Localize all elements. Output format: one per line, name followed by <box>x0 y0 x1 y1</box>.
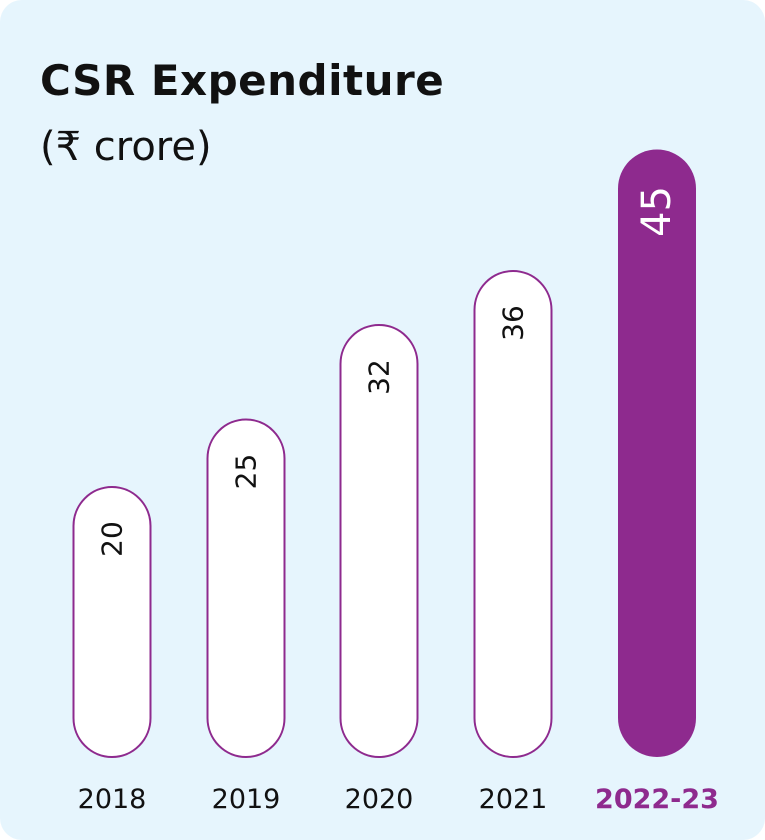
bar-value-label: 20 <box>96 521 129 557</box>
bar-2021 <box>473 270 553 758</box>
bar-2020 <box>339 324 419 758</box>
x-tick-label: 2018 <box>78 784 147 815</box>
bar-value-label: 36 <box>497 305 530 341</box>
x-tick-label: 2021 <box>479 784 548 815</box>
x-tick-label: 2019 <box>212 784 281 815</box>
bar-value-label: 32 <box>363 359 396 395</box>
x-tick-label: 2020 <box>345 784 414 815</box>
bar-2019 <box>206 418 286 758</box>
chart-unit: (₹ crore) <box>40 124 212 170</box>
x-tick-label: 2022-23 <box>595 784 719 815</box>
bar-2022-23 <box>618 149 696 757</box>
bar-value-label: 45 <box>634 186 680 237</box>
bar-value-label: 25 <box>230 454 263 490</box>
bar-2018 <box>72 486 152 758</box>
chart-title: CSR Expenditure <box>40 56 445 105</box>
